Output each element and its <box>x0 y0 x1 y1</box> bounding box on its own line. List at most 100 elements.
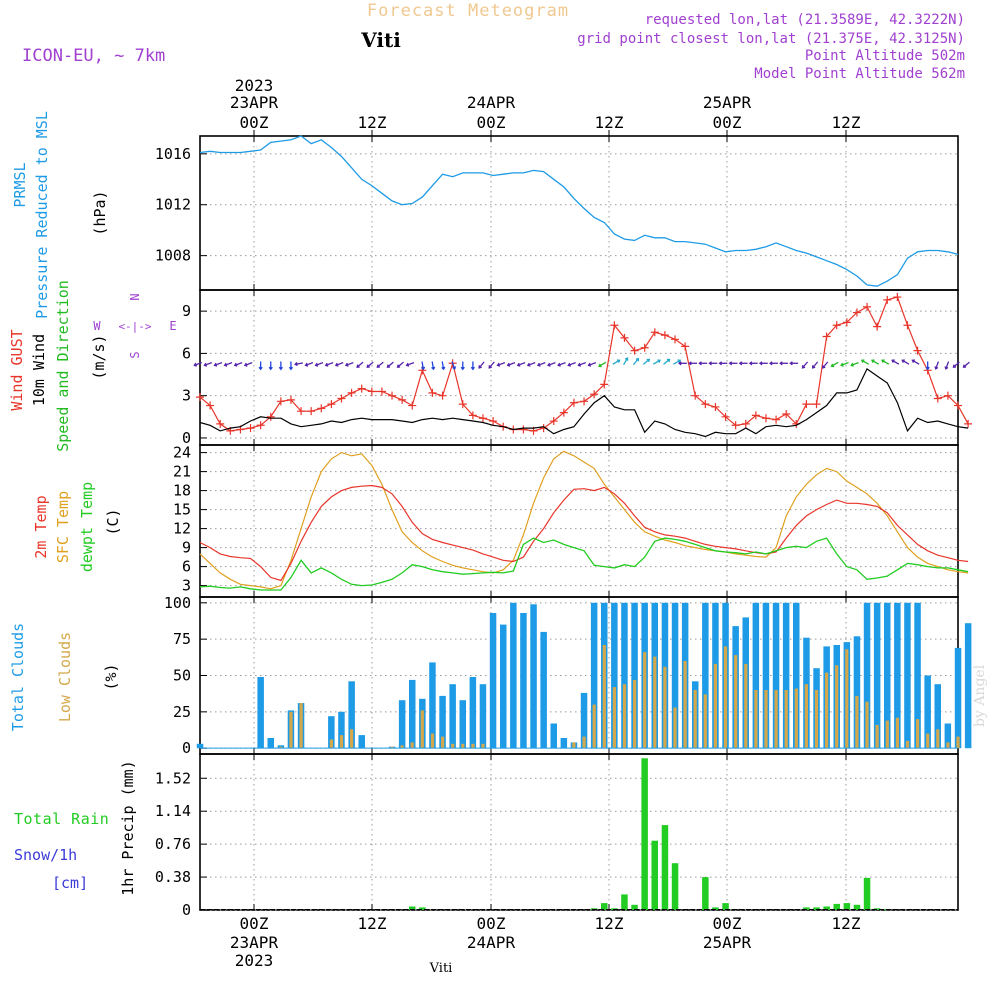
rain-bar <box>419 907 426 910</box>
total-cloud-bar <box>944 723 952 749</box>
gust-marker <box>873 322 882 331</box>
gust-marker <box>246 424 255 433</box>
total-cloud-bar <box>257 677 264 749</box>
bottom-date-24apr: 24APR <box>467 933 516 952</box>
top-tick-label: 12Z <box>358 113 387 132</box>
y-tick-label: 15 <box>173 501 191 519</box>
wind-direction-arrow-icon <box>758 361 768 366</box>
dewpoint-series-line <box>199 537 969 591</box>
y-tick-label: 21 <box>173 463 191 481</box>
total-cloud-bar <box>398 700 406 749</box>
gust-marker <box>559 408 568 417</box>
gust-marker <box>721 412 730 421</box>
top-year: 2023 <box>235 76 274 95</box>
wind-direction-arrow-icon <box>830 361 839 368</box>
gust-marker <box>196 393 204 402</box>
low-cloud-bar <box>855 695 859 749</box>
wind-direction-arrow-icon <box>738 361 748 366</box>
wind-direction-arrow-icon <box>952 361 960 368</box>
y-tick-label: 24 <box>173 444 191 462</box>
gust-marker <box>317 404 326 413</box>
wind-direction-arrow-icon <box>258 361 263 371</box>
wind-direction-arrow-icon <box>822 361 829 369</box>
y-tick-label: 6 <box>182 558 191 576</box>
bottom-tick-label: 00Z <box>713 914 742 933</box>
low-cloud-bar <box>693 690 697 749</box>
wind-direction-arrow-icon <box>288 361 294 371</box>
wind-direction-arrow-icon <box>567 362 576 367</box>
gust-marker <box>782 410 791 418</box>
gust-marker <box>347 388 356 397</box>
wind-direction-arrow-icon <box>470 361 475 371</box>
precip-unit: 1hr Precip (mm) <box>119 760 137 895</box>
credit-watermark: by Angel <box>972 664 988 727</box>
rain-bar <box>621 894 628 910</box>
low-cloud-bar <box>936 729 940 749</box>
low-cloud-bar <box>875 724 879 749</box>
snow-unit: [cm] <box>52 874 88 892</box>
low-cloud-bar <box>633 679 637 749</box>
gust-marker <box>954 401 962 410</box>
low-cloud-bar <box>592 704 596 749</box>
wind-direction-arrow-icon <box>598 361 607 368</box>
wind-direction-arrow-icon <box>488 361 495 369</box>
pressure-label-prmsl: PRMSL <box>11 162 29 207</box>
panel-frame <box>199 289 959 446</box>
gust-marker <box>367 387 376 396</box>
gridpoint-coords: grid point closest lon,lat (21.375E, 42.… <box>577 31 965 47</box>
rain-bar <box>601 903 608 910</box>
y-tick-label: 12 <box>173 520 191 538</box>
wind-direction-arrow-icon <box>678 361 687 366</box>
low-cloud-bar <box>845 649 849 749</box>
y-tick-label: 50 <box>173 667 191 685</box>
wind-direction-arrow-icon <box>324 362 334 367</box>
y-tick-label: 0 <box>182 739 191 757</box>
total-cloud-bar <box>873 602 881 749</box>
wind-direction-arrow-icon <box>587 362 597 367</box>
gust-marker <box>327 400 336 409</box>
gust-marker <box>388 391 397 400</box>
pressure-unit: (hPa) <box>91 190 109 235</box>
wind-direction-arrow-icon <box>460 361 465 371</box>
bottom-year: 2023 <box>235 951 274 970</box>
low-cloud-bar <box>683 661 687 749</box>
wind-direction-arrow-icon <box>632 357 640 366</box>
gust-marker <box>276 397 285 406</box>
total-cloud-bar <box>459 700 466 749</box>
gust-marker <box>691 391 700 400</box>
wind-unit: (m/s) <box>90 334 108 379</box>
wind-direction-arrow-icon <box>356 361 364 368</box>
total-cloud-bar <box>954 647 962 749</box>
total-cloud-bar <box>884 602 891 749</box>
bottom-date-23apr: 23APR <box>230 933 279 952</box>
point-altitude: Point Altitude 502m <box>805 48 965 64</box>
low-cloud-bar <box>430 733 435 749</box>
total-cloud-bar <box>196 743 204 749</box>
total-cloud-bar <box>338 711 345 749</box>
gust-marker <box>802 400 811 409</box>
total-cloud-bar <box>914 602 921 749</box>
wind-direction-arrow-icon <box>223 362 233 367</box>
low-cloud-bar <box>895 717 899 749</box>
temp-unit: (C) <box>104 508 122 535</box>
wind-direction-arrow-icon <box>376 361 384 368</box>
total-cloud-bar <box>894 602 901 749</box>
wind-direction-arrow-icon <box>789 361 799 366</box>
wind-direction-arrow-icon <box>278 361 283 371</box>
wind-direction-arrow-icon <box>547 362 556 367</box>
gust-marker <box>630 346 639 355</box>
bottom-date-25apr: 25APR <box>703 933 752 952</box>
low-cloud-bar <box>754 690 758 749</box>
total-cloud-bar <box>924 675 931 749</box>
total-cloud-bar <box>267 738 274 749</box>
wind-direction-arrow-icon <box>652 359 661 365</box>
total-cloud-bar <box>621 602 628 749</box>
temp-2m-label: 2m Temp <box>32 495 50 558</box>
total-cloud-bar <box>500 624 507 749</box>
top-date-24apr: 24APR <box>467 93 516 112</box>
rain-bar <box>853 904 861 910</box>
compass-west: W <box>93 319 101 333</box>
low-cloud-bar <box>784 690 788 749</box>
temp-sfc-label: SFC Temp <box>54 491 72 563</box>
rain-label: Total Rain <box>14 810 109 828</box>
